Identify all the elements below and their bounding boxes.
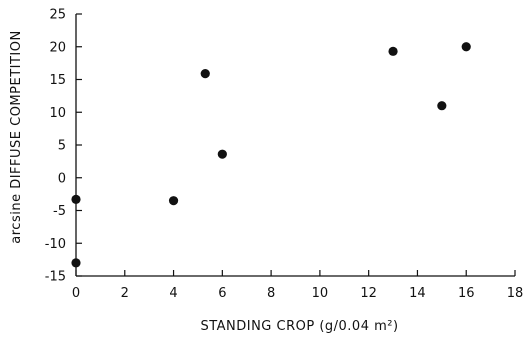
x-tick-label: 6 (218, 286, 226, 301)
ticks: 25 20 15 10 5 0 -5 -10 -15 0 2 4 6 8 10 12 14 16 18 (45, 8, 524, 302)
y-tick-label: 25 (49, 8, 66, 23)
x-tick-label: 14 (409, 286, 426, 301)
data-point (200, 69, 210, 79)
x-tick-label: 4 (169, 286, 177, 301)
y-tick-label: 15 (49, 73, 66, 88)
data-points (71, 42, 471, 268)
data-point (168, 196, 179, 206)
x-tick-label: 8 (267, 286, 275, 301)
x-tick-label: 2 (121, 286, 129, 301)
y-tick-label: -15 (45, 270, 66, 285)
x-tick-label: 18 (507, 286, 524, 301)
y-tick-label: 10 (49, 106, 66, 121)
data-point (71, 194, 81, 204)
y-tick-label: 20 (49, 40, 66, 55)
data-point (388, 46, 398, 56)
data-point (461, 42, 471, 52)
y-tick-label: 0 (58, 171, 66, 186)
axes (75, 14, 515, 277)
y-tick-label: -5 (53, 204, 66, 219)
data-point (71, 258, 81, 268)
y-tick-label: -10 (45, 237, 66, 252)
x-axis-title: STANDING CROP (g/0.04 m²) (200, 319, 398, 334)
data-point (217, 149, 227, 159)
x-tick-label: 16 (458, 286, 475, 301)
x-tick-label: 12 (360, 286, 377, 301)
x-tick-label: 10 (312, 286, 329, 301)
y-tick-label: 5 (58, 139, 66, 154)
data-point (437, 101, 447, 111)
y-axis-title: arcsine DIFFUSE COMPETITION (9, 30, 24, 243)
x-tick-label: 0 (72, 286, 80, 301)
